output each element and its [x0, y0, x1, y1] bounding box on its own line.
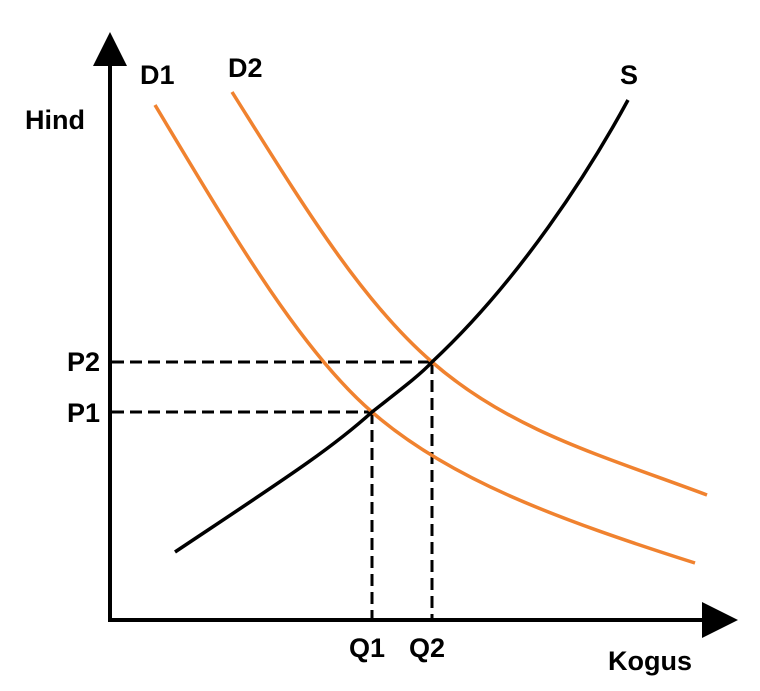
curve-label: D1	[140, 60, 175, 90]
curve-label: S	[620, 60, 638, 90]
quantity-label: Q2	[409, 633, 445, 663]
curve-label: D2	[228, 53, 263, 83]
x-axis-arrow	[702, 602, 738, 638]
quantity-label: Q1	[349, 633, 385, 663]
price-label: P1	[67, 398, 100, 428]
supply-curve	[174, 99, 630, 554]
price-label: P2	[67, 347, 100, 377]
y-axis-label: Hind	[25, 105, 85, 135]
x-axis-label: Kogus	[608, 646, 692, 676]
y-axis-arrow	[93, 32, 127, 66]
